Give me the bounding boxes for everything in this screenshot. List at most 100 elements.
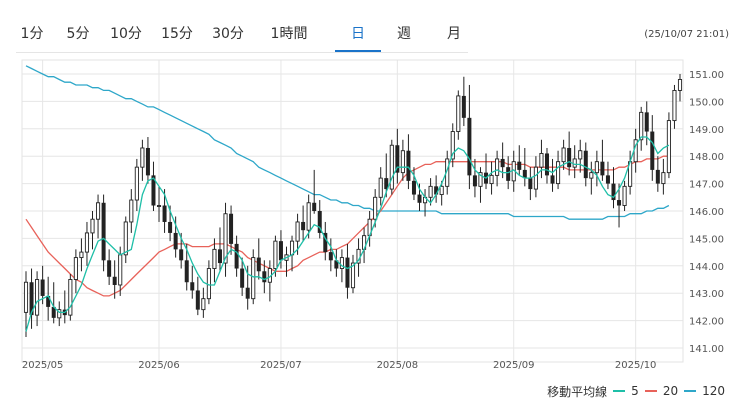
y-axis: 141.00 142.00 143.00 144.00 145.00 146.00 147.… [689, 70, 724, 355]
candle-42 [256, 238, 261, 280]
candle-4 [46, 276, 51, 321]
candle-95 [550, 158, 555, 192]
y-tick-label-10: 151.00 [689, 70, 724, 81]
candle-79 [461, 76, 466, 127]
candle-53 [317, 200, 322, 239]
candle-62 [367, 211, 372, 247]
candle-11 [84, 221, 90, 266]
candle-69 [406, 134, 411, 190]
candle-81 [472, 158, 477, 198]
candle-74 [434, 175, 439, 203]
candle-23 [151, 161, 156, 211]
candle-82 [478, 167, 483, 203]
y-tick-label-9: 150.00 [689, 97, 724, 108]
plot-frame [21, 59, 684, 363]
candle-117 [672, 84, 677, 129]
x-tick-label-1: 2025/06 [138, 360, 180, 370]
candle-15 [107, 249, 112, 285]
candle-20 [134, 158, 139, 211]
tab-5[interactable]: 1時間 [270, 26, 308, 42]
ma120-line [25, 65, 670, 220]
candle-55 [328, 238, 333, 272]
x-tick-label-3: 2025/08 [377, 360, 419, 370]
candle-114 [655, 156, 660, 192]
tab-1[interactable]: 5分 [66, 26, 90, 42]
candle-113 [650, 115, 655, 181]
x-axis: 2025/05 2025/06 2025/07 2025/08 2025/09 2025/… [22, 360, 657, 370]
tab-4[interactable]: 30分 [212, 26, 244, 42]
candle-96 [556, 150, 561, 190]
legend-ma120-swatch [684, 390, 697, 392]
candle-29 [184, 243, 189, 291]
candle-51 [306, 194, 311, 239]
candle-47 [284, 246, 289, 277]
candle-64 [378, 167, 383, 206]
y-tick-label-8: 149.00 [689, 125, 724, 136]
candle-67 [395, 128, 400, 184]
candle-59 [350, 254, 356, 294]
candle-84 [489, 161, 494, 195]
y-tick-label-0: 141.00 [689, 344, 724, 355]
candle-68 [400, 139, 405, 181]
candle-65 [384, 153, 389, 198]
legend: 移動平均線 5 20 120 [547, 383, 725, 399]
candle-10 [79, 238, 84, 272]
legend-ma20: 20 [644, 384, 679, 398]
y-tick-label-2: 143.00 [689, 289, 724, 300]
candle-72 [423, 189, 428, 217]
legend-ma5-label: 5 [631, 384, 639, 398]
tab-6[interactable]: 日 [335, 14, 381, 53]
candle-108 [622, 180, 627, 211]
candle-118 [677, 74, 683, 102]
ma120-line-group [25, 65, 670, 220]
candle-70 [411, 167, 416, 201]
x-tick-label-4: 2025/09 [493, 360, 535, 370]
candle-35 [217, 227, 222, 272]
candle-73 [428, 178, 433, 206]
y-tick-label-1: 142.00 [689, 317, 724, 328]
candle-85 [495, 150, 500, 187]
y-tick-label-7: 148.00 [689, 152, 724, 163]
legend-ma5-swatch [613, 390, 626, 392]
candle-56 [334, 249, 339, 277]
tabs-divider [16, 52, 468, 53]
candle-6 [57, 301, 62, 327]
candle-16 [112, 260, 117, 299]
y-tick-label-4: 145.00 [689, 234, 724, 245]
tab-3[interactable]: 15分 [161, 26, 193, 42]
candle-39 [240, 257, 245, 296]
candle-66 [389, 139, 394, 195]
candle-100 [578, 139, 583, 173]
legend-ma120: 120 [684, 384, 725, 398]
candle-49 [295, 213, 300, 255]
grid [21, 59, 684, 363]
legend-ma20-label: 20 [662, 384, 679, 398]
candle-93 [539, 139, 544, 179]
candle-50 [301, 205, 306, 242]
legend-ma5: 5 [613, 384, 639, 398]
candle-111 [639, 106, 644, 151]
candle-2 [35, 271, 40, 327]
x-tick-label-5: 2025/10 [615, 360, 657, 370]
candle-32 [201, 287, 206, 318]
candle-36 [223, 202, 228, 277]
candle-24 [156, 186, 162, 222]
price-chart: 141.00 142.00 143.00 144.00 145.00 146.00 147.… [21, 59, 724, 370]
candle-94 [544, 147, 549, 184]
candle-5 [51, 282, 56, 324]
x-tick-label-2: 2025/07 [260, 360, 302, 370]
y-tick-label-5: 146.00 [689, 207, 724, 218]
candle-37 [229, 205, 234, 255]
tab-0[interactable]: 1分 [20, 26, 44, 42]
candle-89 [517, 145, 522, 176]
tab-8[interactable]: 月 [447, 26, 461, 42]
candle-110 [633, 128, 638, 173]
tab-7[interactable]: 週 [397, 26, 411, 42]
candle-1 [29, 268, 34, 329]
candle-101 [583, 142, 588, 187]
candle-34 [212, 238, 217, 283]
candle-106 [611, 167, 616, 209]
tab-2[interactable]: 10分 [110, 26, 142, 42]
candle-115 [661, 158, 666, 195]
candle-54 [323, 221, 328, 261]
